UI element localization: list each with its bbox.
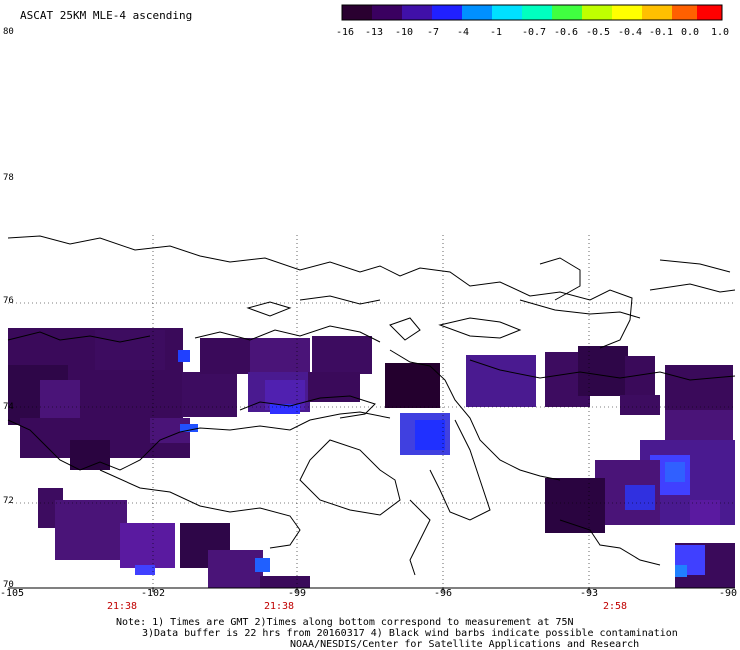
lat-label: 70 <box>3 580 14 590</box>
colorbar-label: -0.6 <box>553 27 579 38</box>
colorbar-swatch-6 <box>492 5 522 20</box>
colorbar-label: -0.1 <box>648 27 674 38</box>
lon-label: -102 <box>140 588 166 599</box>
lon-label: -105 <box>0 588 25 599</box>
colorbar-label: -7 <box>426 27 440 38</box>
lat-label: 78 <box>3 173 14 183</box>
lat-label: 76 <box>3 296 14 306</box>
colorbar-swatch-3 <box>402 5 432 20</box>
lon-label: -90 <box>718 588 738 599</box>
time-label: 21:38 <box>106 601 138 612</box>
colorbar-label: -0.5 <box>585 27 611 38</box>
colorbar-label: 0.0 <box>680 27 700 38</box>
lat-label: 74 <box>3 402 14 412</box>
wind-data-cells <box>8 328 735 588</box>
colorbar-swatch-10 <box>612 5 642 20</box>
colorbar-swatch-4 <box>432 5 462 20</box>
colorbar-swatch-1 <box>342 5 372 20</box>
lon-ticks <box>152 588 590 592</box>
colorbar-label: -0.4 <box>617 27 643 38</box>
map-title: ASCAT 25KM MLE-4 ascending <box>20 9 193 22</box>
colorbar-swatch-8 <box>552 5 582 20</box>
colorbar-swatch-5 <box>462 5 492 20</box>
colorbar-label: -16 <box>335 27 355 38</box>
colorbar-label: -10 <box>394 27 414 38</box>
colorbar-swatch-7 <box>522 5 552 20</box>
colorbar-swatch-12 <box>672 5 697 20</box>
lon-label: -93 <box>579 588 599 599</box>
lon-label: -99 <box>287 588 307 599</box>
colorbar-label: -4 <box>456 27 470 38</box>
colorbar-label: -13 <box>364 27 384 38</box>
lon-label: -96 <box>433 588 453 599</box>
colorbar-label: -1 <box>489 27 503 38</box>
lat-label: 72 <box>3 496 14 506</box>
lat-label: 80 <box>3 27 14 37</box>
colorbar-swatch-13 <box>697 5 722 20</box>
note-line-1: Note: 1) Times are GMT 2)Times along bot… <box>116 617 574 628</box>
colorbar-swatch-2 <box>372 5 402 20</box>
colorbar <box>341 4 723 21</box>
colorbar-label: -0.7 <box>521 27 547 38</box>
graticule <box>8 235 735 588</box>
coastlines <box>7 235 736 576</box>
time-label: 2:58 <box>602 601 628 612</box>
colorbar-swatch-11 <box>642 5 672 20</box>
colorbar-swatch-9 <box>582 5 612 20</box>
note-line-3: NOAA/NESDIS/Center for Satellite Applica… <box>290 639 640 650</box>
time-label: 21:38 <box>263 601 295 612</box>
note-line-2: 3)Data buffer is 22 hrs from 20160317 4)… <box>142 628 678 639</box>
colorbar-label: 1.0 <box>710 27 730 38</box>
